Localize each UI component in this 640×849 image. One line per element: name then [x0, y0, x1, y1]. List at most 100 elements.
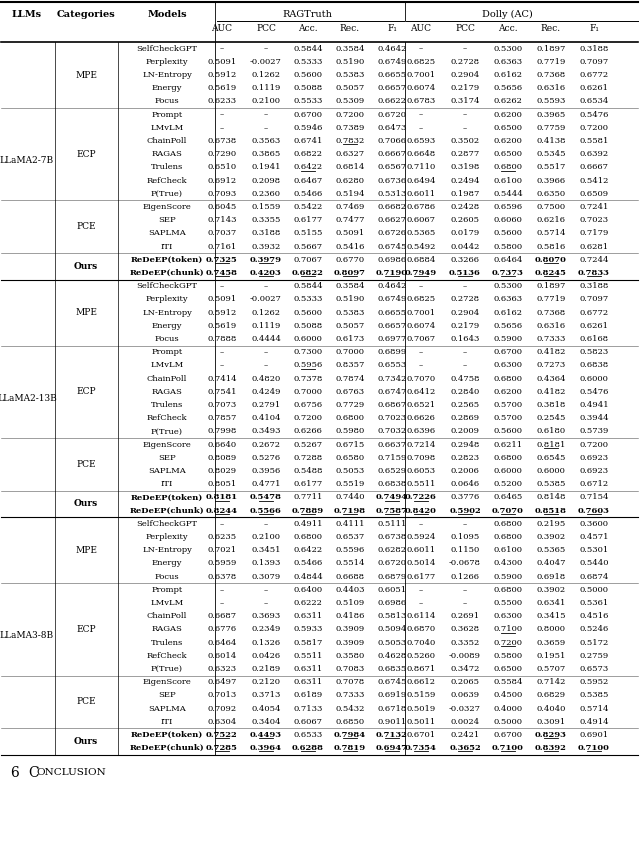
Text: 0.5800: 0.5800 [493, 652, 523, 660]
Text: 0.7373: 0.7373 [492, 269, 524, 277]
Text: 0.6850: 0.6850 [335, 717, 365, 726]
Text: 0.6800: 0.6800 [493, 454, 522, 462]
Text: 0.7000: 0.7000 [294, 388, 323, 396]
Text: 0.3584: 0.3584 [335, 282, 365, 290]
Text: 0.5301: 0.5301 [579, 546, 609, 554]
Text: 0.3404: 0.3404 [252, 717, 281, 726]
Text: 0.6412: 0.6412 [406, 388, 436, 396]
Text: 0.2428: 0.2428 [451, 203, 479, 211]
Text: 0.6688: 0.6688 [335, 572, 365, 581]
Text: –: – [419, 45, 423, 53]
Text: PCE: PCE [76, 460, 96, 469]
Text: 0.6648: 0.6648 [406, 150, 436, 158]
Text: ReDeEP(token): ReDeEP(token) [131, 731, 203, 739]
Text: 0.3493: 0.3493 [252, 427, 281, 436]
Text: 0.7037: 0.7037 [207, 229, 237, 238]
Text: 0.4642: 0.4642 [378, 45, 406, 53]
Text: 0.7001: 0.7001 [406, 71, 436, 79]
Text: 0.7333: 0.7333 [335, 691, 365, 700]
Text: ChainPoll: ChainPoll [147, 612, 187, 621]
Text: 0.3909: 0.3909 [335, 638, 365, 647]
Text: 0.5053: 0.5053 [335, 467, 365, 475]
Text: 0.6835: 0.6835 [378, 665, 406, 673]
Text: 0.1951: 0.1951 [536, 652, 566, 660]
Text: 0.6749: 0.6749 [378, 58, 406, 66]
Text: 0.2728: 0.2728 [451, 58, 479, 66]
Text: 0.5309: 0.5309 [335, 98, 365, 105]
Text: 0.5416: 0.5416 [335, 243, 365, 250]
Text: 0.2728: 0.2728 [451, 295, 479, 303]
Text: 0.7729: 0.7729 [335, 401, 365, 409]
Text: ReDeEP(token): ReDeEP(token) [131, 493, 203, 502]
Text: 0.6612: 0.6612 [406, 678, 435, 686]
Text: 0.5656: 0.5656 [493, 322, 523, 329]
Text: 0.4104: 0.4104 [252, 414, 281, 422]
Text: RefCheck: RefCheck [147, 177, 188, 184]
Text: 0.1393: 0.1393 [252, 559, 281, 567]
Text: Trulens: Trulens [151, 163, 183, 171]
Text: 0.5194: 0.5194 [335, 190, 365, 198]
Text: 0.5823: 0.5823 [579, 348, 609, 357]
Text: 0.6200: 0.6200 [493, 110, 522, 119]
Text: 0.7066: 0.7066 [378, 137, 406, 145]
Text: –: – [463, 362, 467, 369]
Text: 0.8244: 0.8244 [206, 507, 238, 514]
Text: P(True): P(True) [151, 427, 183, 436]
Text: Focus: Focus [155, 98, 179, 105]
Text: 0.7133: 0.7133 [293, 705, 323, 712]
Text: 0.5383: 0.5383 [335, 71, 365, 79]
Text: 0.5000: 0.5000 [493, 717, 522, 726]
Text: 0.5365: 0.5365 [406, 229, 436, 238]
Text: 0.6311: 0.6311 [293, 665, 323, 673]
Text: Ours: Ours [74, 499, 98, 509]
Text: ITI: ITI [161, 717, 173, 726]
Text: 0.7200: 0.7200 [335, 110, 365, 119]
Text: 0.5902: 0.5902 [449, 507, 481, 514]
Text: 0.7888: 0.7888 [207, 335, 237, 343]
Text: 0.5190: 0.5190 [335, 58, 365, 66]
Text: 0.6304: 0.6304 [207, 717, 237, 726]
Text: 0.2065: 0.2065 [451, 678, 479, 686]
Text: 0.4820: 0.4820 [252, 374, 280, 383]
Text: 0.4444: 0.4444 [251, 335, 281, 343]
Text: 0.8051: 0.8051 [207, 481, 237, 488]
Text: 0.8000: 0.8000 [536, 626, 566, 633]
Text: MPE: MPE [75, 546, 97, 554]
Text: 0.6422: 0.6422 [293, 163, 323, 171]
Text: 0.2759: 0.2759 [579, 652, 609, 660]
Text: 0.4844: 0.4844 [293, 572, 323, 581]
Text: 0.6655: 0.6655 [378, 308, 406, 317]
Text: 0.3584: 0.3584 [335, 45, 365, 53]
Text: 0.6500: 0.6500 [493, 665, 522, 673]
Text: LN-Entropy: LN-Entropy [142, 308, 192, 317]
Text: 0.6537: 0.6537 [335, 533, 365, 541]
Text: 0.1897: 0.1897 [536, 45, 566, 53]
Text: 0.6701: 0.6701 [406, 731, 436, 739]
Text: Categories: Categories [56, 9, 115, 19]
Text: 0.5584: 0.5584 [493, 678, 523, 686]
Text: –: – [419, 599, 423, 607]
Text: 0.5333: 0.5333 [293, 295, 323, 303]
Text: 0.5091: 0.5091 [207, 58, 237, 66]
Text: 0.5000: 0.5000 [579, 586, 609, 593]
Text: 0.6067: 0.6067 [294, 717, 323, 726]
Text: 0.6100: 0.6100 [493, 177, 522, 184]
Text: 0.6593: 0.6593 [406, 137, 436, 145]
Text: 0.7179: 0.7179 [579, 229, 609, 238]
Text: –: – [463, 348, 467, 357]
Text: 0.7368: 0.7368 [536, 308, 566, 317]
Text: 0.2904: 0.2904 [451, 308, 479, 317]
Text: 0.7288: 0.7288 [293, 454, 323, 462]
Text: 0.5952: 0.5952 [579, 678, 609, 686]
Text: 0.6912: 0.6912 [207, 177, 237, 184]
Text: 0.6500: 0.6500 [493, 124, 522, 132]
Text: 0.7023: 0.7023 [378, 414, 406, 422]
Text: 0.3979: 0.3979 [250, 256, 282, 264]
Text: 0.7100: 0.7100 [493, 626, 523, 633]
Text: EigenScore: EigenScore [143, 678, 191, 686]
Text: 0.2605: 0.2605 [451, 216, 479, 224]
Text: 0.4249: 0.4249 [252, 388, 281, 396]
Text: 0.3902: 0.3902 [536, 533, 566, 541]
Text: 0.5300: 0.5300 [493, 282, 523, 290]
Text: 0.6918: 0.6918 [536, 572, 566, 581]
